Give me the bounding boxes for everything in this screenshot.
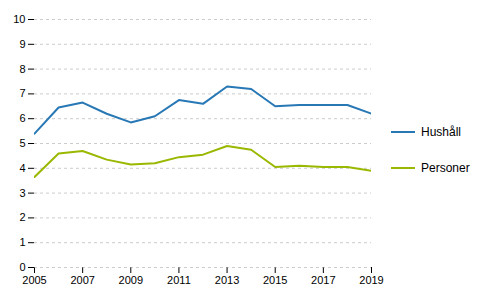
- svg-text:2013: 2013: [215, 274, 239, 286]
- svg-text:9: 9: [19, 38, 25, 50]
- svg-text:8: 8: [19, 63, 25, 75]
- svg-text:2019: 2019: [359, 274, 383, 286]
- html-text:Personer: Personer: [421, 161, 470, 175]
- svg-text:2017: 2017: [311, 274, 335, 286]
- svg-text:7: 7: [19, 87, 25, 99]
- svg-text:0: 0: [19, 261, 25, 273]
- svg-text:1: 1: [19, 236, 25, 248]
- svg-text:2007: 2007: [70, 274, 94, 286]
- svg-text:2009: 2009: [119, 274, 143, 286]
- svg-text:6: 6: [19, 112, 25, 124]
- svg-text:2: 2: [19, 211, 25, 223]
- svg-text:3: 3: [19, 187, 25, 199]
- svg-text:5: 5: [19, 137, 25, 149]
- svg-text:2015: 2015: [263, 274, 287, 286]
- svg-text:10: 10: [13, 13, 25, 25]
- html-text:Hushåll: Hushåll: [421, 125, 461, 139]
- svg-text:2005: 2005: [22, 274, 46, 286]
- svg-text:2011: 2011: [167, 274, 191, 286]
- svg-text:4: 4: [19, 162, 25, 174]
